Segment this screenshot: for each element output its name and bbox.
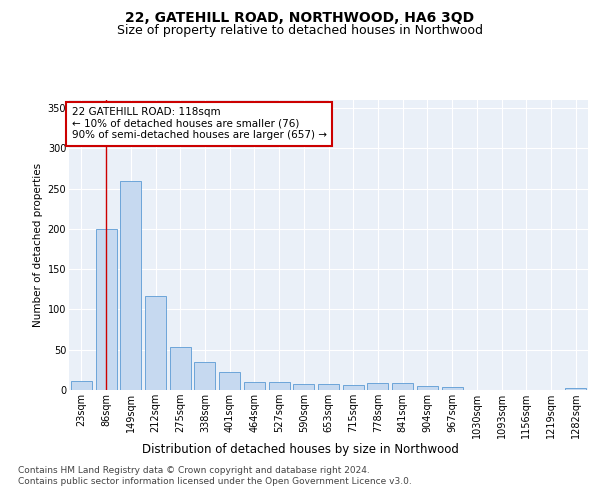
Text: Contains HM Land Registry data © Crown copyright and database right 2024.: Contains HM Land Registry data © Crown c… xyxy=(18,466,370,475)
Y-axis label: Number of detached properties: Number of detached properties xyxy=(34,163,43,327)
Bar xyxy=(269,382,290,390)
Bar xyxy=(318,384,339,390)
Text: 22, GATEHILL ROAD, NORTHWOOD, HA6 3QD: 22, GATEHILL ROAD, NORTHWOOD, HA6 3QD xyxy=(125,11,475,25)
Bar xyxy=(244,382,265,390)
Text: 22 GATEHILL ROAD: 118sqm
← 10% of detached houses are smaller (76)
90% of semi-d: 22 GATEHILL ROAD: 118sqm ← 10% of detach… xyxy=(71,108,326,140)
Bar xyxy=(367,383,388,390)
Bar xyxy=(442,387,463,390)
Bar xyxy=(392,383,413,390)
Bar xyxy=(293,384,314,390)
Bar xyxy=(95,229,116,390)
Bar xyxy=(565,388,586,390)
Text: Contains public sector information licensed under the Open Government Licence v3: Contains public sector information licen… xyxy=(18,477,412,486)
Bar xyxy=(219,372,240,390)
Text: Size of property relative to detached houses in Northwood: Size of property relative to detached ho… xyxy=(117,24,483,37)
Bar xyxy=(120,180,141,390)
Bar xyxy=(145,296,166,390)
Bar xyxy=(71,381,92,390)
Bar xyxy=(417,386,438,390)
Bar xyxy=(343,385,364,390)
Text: Distribution of detached houses by size in Northwood: Distribution of detached houses by size … xyxy=(142,442,458,456)
Bar xyxy=(170,348,191,390)
Bar xyxy=(194,362,215,390)
